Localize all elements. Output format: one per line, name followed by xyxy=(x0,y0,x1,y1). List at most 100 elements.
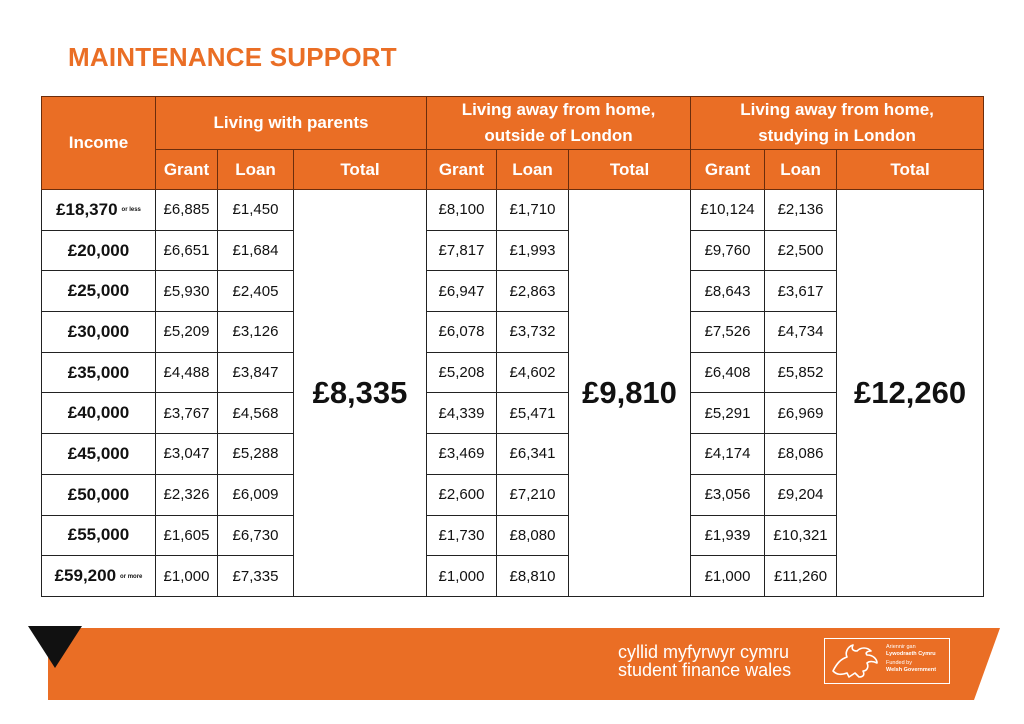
outside-total-cell: £9,810 xyxy=(567,189,692,597)
table-row: £30,000 £5,209 £3,126 £6,078 £3,732 £7,5… xyxy=(41,311,984,353)
london-grant-cell: £8,643 xyxy=(690,270,766,313)
welsh-government-box xyxy=(824,638,950,684)
outside-london-header-line2: outside of London xyxy=(484,126,633,145)
parents-loan-cell: £5,288 xyxy=(217,433,294,475)
outside-london-header-line1: Living away from home, xyxy=(461,100,656,119)
outside-grant-cell: £2,600 xyxy=(426,473,497,516)
black-triangle-logo xyxy=(28,626,82,668)
outside-grant-cell: £7,817 xyxy=(426,229,497,272)
parents-loan-cell: £7,335 xyxy=(217,555,294,597)
london-loan-cell: £4,734 xyxy=(764,311,838,353)
london-grant-cell: £3,056 xyxy=(690,473,766,516)
parents-grant-cell: £5,209 xyxy=(155,311,218,353)
parents-grant-cell: £3,767 xyxy=(155,392,218,435)
income-value: £59,200 xyxy=(54,566,117,586)
parents-loan-cell: £1,450 xyxy=(217,189,294,231)
outside-grant-cell: £5,208 xyxy=(426,351,497,394)
income-cell: £35,000 xyxy=(41,351,156,394)
outside-loan-cell: £5,471 xyxy=(496,392,569,435)
parents-grant-cell: £6,651 xyxy=(155,229,218,272)
income-value: £25,000 xyxy=(67,281,130,301)
income-cell: £45,000 xyxy=(41,433,156,475)
london-header-line2: studying in London xyxy=(758,126,916,145)
london-grant-cell: £1,000 xyxy=(690,555,766,597)
outside-london-header: Living away from home, outside of London xyxy=(425,96,692,150)
parents-grant-header: Grant xyxy=(155,149,218,190)
london-loan-cell: £8,086 xyxy=(764,433,838,475)
table-row: £59,200 or more £1,000 £7,335 £1,000 £8,8… xyxy=(41,555,984,597)
parents-grant-cell: £4,488 xyxy=(155,351,218,394)
income-value: £35,000 xyxy=(67,362,130,382)
page-title: MAINTENANCE SUPPORT xyxy=(68,42,397,72)
income-cell: £59,200 or more xyxy=(41,555,156,597)
outside-loan-cell: £1,993 xyxy=(496,229,569,272)
parents-loan-cell: £4,568 xyxy=(217,392,294,435)
parents-loan-cell: £6,730 xyxy=(217,514,294,557)
london-loan-cell: £3,617 xyxy=(764,270,838,313)
table-row: £25,000 £5,930 £2,405 £6,947 £2,863 £8,6… xyxy=(41,270,984,313)
london-grant-cell: £7,526 xyxy=(690,311,766,353)
income-note: or more xyxy=(120,573,143,580)
welsh-dragon-icon xyxy=(832,644,878,678)
outside-loan-cell: £2,863 xyxy=(496,270,569,313)
outside-grant-cell: £1,000 xyxy=(426,555,497,597)
london-grant-cell: £9,760 xyxy=(690,229,766,272)
parents-grant-cell: £5,930 xyxy=(155,270,218,313)
outside-grant-cell: £6,078 xyxy=(426,311,497,353)
london-loan-cell: £2,500 xyxy=(764,229,838,272)
table-row: £45,000 £3,047 £5,288 £3,469 £6,341 £4,1… xyxy=(41,433,984,475)
income-value: £45,000 xyxy=(67,443,130,463)
gov-line3: Funded by xyxy=(886,660,912,666)
income-cell: £18,370 or less xyxy=(41,189,156,231)
living-with-parents-header: Living with parents xyxy=(155,96,427,150)
table-row: £55,000 £1,605 £6,730 £1,730 £8,080 £1,9… xyxy=(41,514,984,557)
income-value: £30,000 xyxy=(67,321,130,341)
parents-total-cell: £8,335 xyxy=(293,189,427,597)
london-loan-header: Loan xyxy=(764,149,838,190)
outside-loan-cell: £7,210 xyxy=(496,473,569,516)
outside-loan-cell: £8,080 xyxy=(496,514,569,557)
london-loan-cell: £11,260 xyxy=(764,555,838,597)
outside-loan-cell: £6,341 xyxy=(496,433,569,475)
london-header: Living away from home, studying in Londo… xyxy=(690,96,985,150)
london-total-header: Total xyxy=(836,149,985,190)
brand-english-text: student finance wales xyxy=(618,660,792,680)
table-row: £50,000 £2,326 £6,009 £2,600 £7,210 £3,0… xyxy=(41,473,984,516)
london-loan-cell: £10,321 xyxy=(764,514,838,557)
parents-grant-cell: £1,000 xyxy=(155,555,218,597)
outside-loan-header: Loan xyxy=(496,149,569,190)
welsh-government-text: Ariennir gan Lywodraeth Cymru Funded by … xyxy=(886,644,948,674)
income-cell: £20,000 xyxy=(41,229,156,272)
parents-loan-header: Loan xyxy=(217,149,294,190)
parents-loan-cell: £2,405 xyxy=(217,270,294,313)
parents-loan-cell: £3,847 xyxy=(217,351,294,394)
london-loan-cell: £9,204 xyxy=(764,473,838,516)
gov-line2: Lywodraeth Cymru xyxy=(886,651,936,657)
income-value: £40,000 xyxy=(67,403,130,423)
gov-line1: Ariennir gan xyxy=(886,644,916,650)
parents-grant-cell: £2,326 xyxy=(155,473,218,516)
london-total-cell: £12,260 xyxy=(836,189,985,597)
parents-total-header: Total xyxy=(293,149,427,190)
income-cell: £30,000 xyxy=(41,311,156,353)
london-grant-cell: £4,174 xyxy=(690,433,766,475)
income-note: or less xyxy=(121,207,141,214)
income-value: £50,000 xyxy=(67,484,130,504)
footer-banner xyxy=(28,626,1000,700)
brand-welsh-text: cyllid myfyrwyr cymru xyxy=(618,642,789,662)
income-value: £55,000 xyxy=(67,525,130,545)
outside-loan-cell: £8,810 xyxy=(496,555,569,597)
london-loan-cell: £5,852 xyxy=(764,351,838,394)
outside-loan-cell: £4,602 xyxy=(496,351,569,394)
income-cell: £50,000 xyxy=(41,473,156,516)
london-grant-header: Grant xyxy=(690,149,766,190)
outside-grant-cell: £6,947 xyxy=(426,270,497,313)
parents-loan-cell: £6,009 xyxy=(217,473,294,516)
london-loan-cell: £6,969 xyxy=(764,392,838,435)
parents-loan-cell: £3,126 xyxy=(217,311,294,353)
maintenance-support-table: Income Living with parents Living away f… xyxy=(41,96,985,597)
table-row: £20,000 £6,651 £1,684 £7,817 £1,993 £9,7… xyxy=(41,229,984,272)
gov-line4: Welsh Government xyxy=(886,667,937,673)
table-row: £40,000 £3,767 £4,568 £4,339 £5,471 £5,2… xyxy=(41,392,984,435)
footer-orange-band xyxy=(48,628,1000,700)
